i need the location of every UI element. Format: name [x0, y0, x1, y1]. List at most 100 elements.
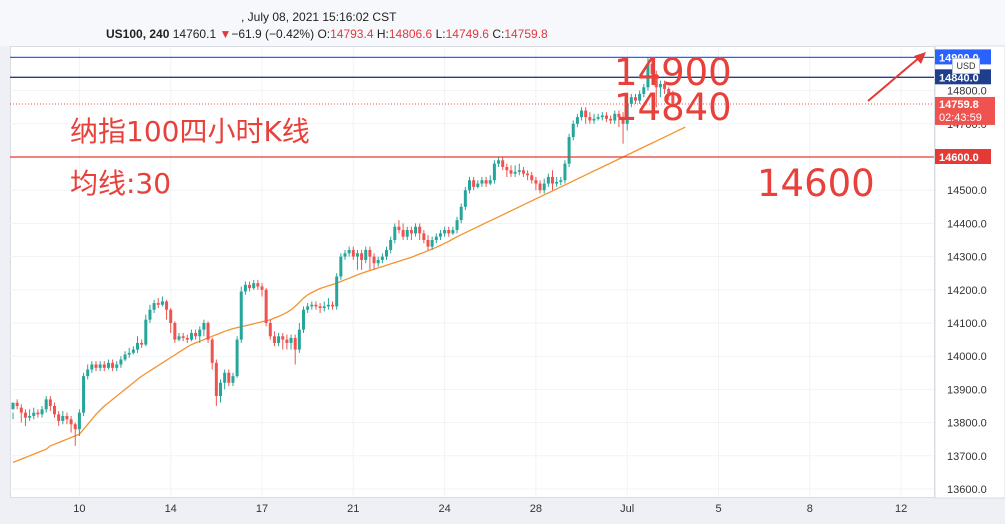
x-tick-label: Jul [620, 503, 634, 515]
candle-body [430, 240, 434, 247]
symbol-label[interactable]: US100, 240 [106, 27, 170, 41]
candle-body [165, 301, 169, 310]
candle-body [575, 117, 579, 124]
candle-body [73, 424, 77, 430]
close-label: C: [492, 27, 505, 41]
candle-body [61, 415, 65, 421]
candle-body [15, 402, 19, 406]
candle-body [57, 414, 61, 421]
candle-body [451, 230, 455, 234]
open-value: 14793.4 [330, 27, 374, 41]
candle-body [422, 233, 426, 240]
candle-body [252, 283, 256, 289]
candle-body [231, 376, 235, 383]
candle-body [268, 323, 272, 337]
level-14840-annotation: 14840 [614, 86, 732, 129]
chart-title-annotation: 纳指100四小时K线 [70, 115, 310, 148]
candle-body [613, 113, 617, 121]
x-tick-label: 17 [256, 503, 268, 515]
candle-body [181, 336, 185, 338]
candle-body [69, 419, 73, 425]
candle-body [140, 342, 144, 345]
candle-body [604, 115, 608, 119]
timestamp: , July 08, 2021 15:16:02 CST [241, 10, 397, 24]
candle-body [32, 412, 36, 416]
candle-body [239, 291, 243, 340]
candle-body [492, 163, 496, 181]
candle-body [551, 176, 554, 184]
candle-body [335, 276, 339, 307]
candle-body [28, 415, 32, 418]
currency-button[interactable]: USD [952, 58, 980, 74]
y-tick-label: 14300.0 [947, 252, 987, 264]
candle-body [385, 249, 388, 257]
candle-body [443, 230, 447, 234]
candle-body [339, 256, 343, 277]
candle-body [36, 412, 40, 415]
candle-body [393, 226, 397, 240]
change-value: −61.9 (−0.42%) [231, 27, 315, 41]
ma-line [12, 126, 686, 464]
candle-body [102, 364, 106, 368]
candle-body [322, 306, 326, 309]
candle-body [609, 118, 613, 121]
candle-body [306, 306, 310, 310]
candle-body [530, 175, 534, 181]
y-tick-label: 13700.0 [947, 451, 987, 463]
candle-body [401, 230, 405, 237]
candle-body [476, 183, 480, 187]
x-tick-label: 24 [438, 503, 450, 515]
candle-body [281, 336, 285, 340]
candle-body [173, 323, 177, 340]
low-label: L: [435, 27, 446, 41]
candle-body [571, 123, 575, 138]
candle-body [248, 284, 252, 289]
candle-body [272, 336, 276, 343]
candle-body [418, 226, 422, 234]
last-price: 14760.1 [172, 27, 217, 41]
candle-body [131, 349, 135, 353]
candle-body [310, 304, 314, 307]
candle-body [434, 236, 438, 240]
open-label: O: [317, 27, 331, 41]
candle-body [459, 206, 463, 221]
candle-body [127, 352, 131, 355]
arrow-shaft [867, 56, 921, 102]
candle-body [389, 240, 393, 250]
level-14900-annotation: 14900 [614, 51, 732, 94]
candle-body [144, 319, 148, 345]
y-tick-label: 13800.0 [947, 418, 987, 430]
candle-body [567, 137, 571, 164]
candle-body [455, 220, 459, 231]
candle-body [663, 83, 667, 89]
candle-body [235, 339, 239, 377]
candle-body [210, 339, 214, 363]
candle-body [90, 364, 94, 370]
y-tick-label: 14100.0 [947, 318, 987, 330]
candle-body [380, 256, 384, 260]
high-label: H: [376, 27, 389, 41]
candle-body [219, 382, 222, 397]
candle-body [82, 376, 86, 413]
candle-body [497, 160, 501, 164]
candle-body [654, 74, 658, 88]
current-price-tag [935, 96, 995, 125]
candle-body [667, 88, 671, 94]
candle-body [285, 339, 289, 343]
candle-body [509, 170, 513, 174]
candle-body [326, 304, 330, 307]
candle-body [646, 64, 650, 88]
candle-body [584, 110, 588, 118]
candle-body [77, 412, 81, 430]
candle-body [86, 369, 90, 377]
candle-body [534, 180, 538, 184]
candle-body [297, 329, 301, 350]
candle-body [277, 336, 281, 343]
candle-body [98, 364, 102, 368]
candle-body [160, 301, 164, 305]
candle-body [596, 117, 600, 119]
candle-body [426, 240, 430, 247]
candle-body [542, 183, 546, 191]
candle-body [106, 362, 110, 368]
